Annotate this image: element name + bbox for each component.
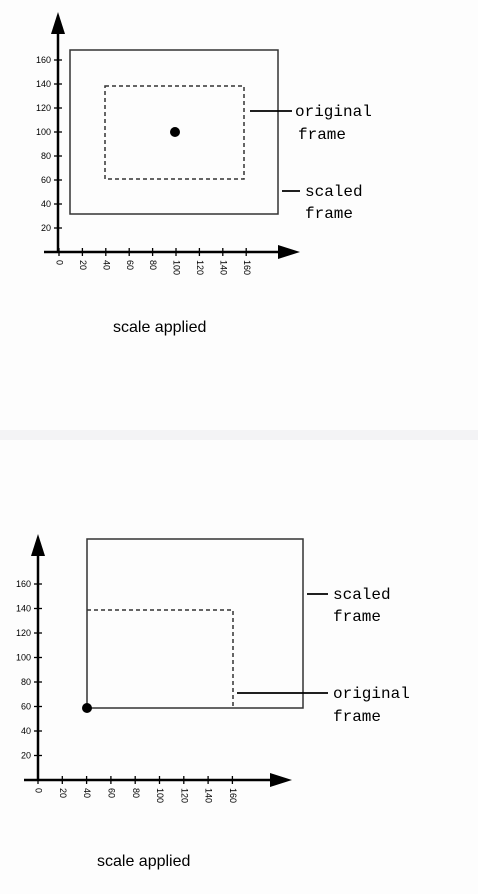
bottom-scaled-label-line1: scaled — [333, 586, 391, 604]
top-original-frame — [104, 85, 245, 180]
top-x-tick-label: 100 — [172, 260, 182, 275]
top-original-label-line1: original — [295, 103, 372, 121]
top-y-tick-label: 60 — [41, 175, 51, 185]
top-y-tick-label: 40 — [41, 199, 51, 209]
top-x-tick-label: 60 — [125, 260, 135, 270]
bottom-original-label-line2: frame — [333, 708, 381, 726]
bottom-y-tick-label: 60 — [21, 702, 31, 712]
top-x-tick-label: 80 — [148, 260, 158, 270]
bottom-y-tick-label: 120 — [16, 628, 31, 638]
top-x-tick-label: 0 — [55, 260, 65, 265]
top-x-tick-label: 140 — [218, 260, 228, 275]
bottom-x-tick-label: 160 — [228, 788, 238, 803]
bottom-anchor-point — [82, 703, 92, 713]
bottom-x-tick-label: 140 — [204, 788, 214, 803]
bottom-caption: scale applied — [97, 853, 190, 870]
top-scaled-frame — [69, 49, 279, 215]
bottom-diagram-panel: 160 140 120 100 80 60 40 20 0 20 40 60 80 100 120 140 1… — [0, 440, 478, 894]
top-diagram-panel: 160 140 120 100 80 60 40 20 0 20 40 60 80 100 120 140 1… — [0, 0, 478, 430]
bottom-original-label-line1: original — [333, 685, 410, 703]
bottom-x-tick-label: 40 — [82, 788, 92, 798]
top-x-ticks: 0 20 40 60 80 100 120 140 160 — [55, 248, 252, 275]
top-center-point — [170, 127, 180, 137]
top-y-axis-arrow — [51, 12, 65, 34]
top-x-tick-label: 160 — [242, 260, 252, 275]
panel-divider — [0, 430, 478, 440]
bottom-x-tick-label: 120 — [179, 788, 189, 803]
top-scaled-label-line2: frame — [305, 205, 353, 223]
bottom-y-ticks: 160 140 120 100 80 60 40 20 — [16, 579, 42, 761]
bottom-original-frame — [87, 609, 234, 708]
top-x-tick-label: 40 — [101, 260, 111, 270]
bottom-y-tick-label: 140 — [16, 604, 31, 614]
bottom-y-tick-label: 160 — [16, 579, 31, 589]
bottom-x-axis-arrow — [270, 773, 292, 787]
bottom-scaled-frame — [86, 538, 304, 709]
bottom-x-tick-label: 100 — [155, 788, 165, 803]
bottom-y-tick-label: 100 — [16, 653, 31, 663]
top-y-tick-label: 160 — [36, 55, 51, 65]
top-caption: scale applied — [113, 319, 206, 336]
bottom-y-tick-label: 40 — [21, 726, 31, 736]
bottom-x-ticks: 0 20 40 60 80 100 120 140 160 — [34, 776, 238, 803]
bottom-y-tick-label: 80 — [21, 677, 31, 687]
top-x-tick-label: 20 — [78, 260, 88, 270]
bottom-y-tick-label: 20 — [21, 751, 31, 761]
top-x-axis-arrow — [278, 245, 300, 259]
top-y-tick-label: 120 — [36, 103, 51, 113]
top-y-tick-label: 140 — [36, 79, 51, 89]
bottom-scaled-label-line2: frame — [333, 608, 381, 626]
top-scaled-label-line1: scaled — [305, 183, 363, 201]
bottom-x-tick-label: 0 — [34, 788, 44, 793]
top-y-tick-label: 20 — [41, 223, 51, 233]
top-y-tick-label: 80 — [41, 151, 51, 161]
bottom-x-tick-label: 20 — [58, 788, 68, 798]
top-original-label-line2: frame — [298, 126, 346, 144]
top-y-tick-label: 100 — [36, 127, 51, 137]
bottom-x-tick-label: 60 — [107, 788, 117, 798]
top-y-ticks: 160 140 120 100 80 60 40 20 — [36, 55, 62, 233]
bottom-x-tick-label: 80 — [131, 788, 141, 798]
top-x-tick-label: 120 — [195, 260, 205, 275]
bottom-y-axis-arrow — [31, 534, 45, 556]
